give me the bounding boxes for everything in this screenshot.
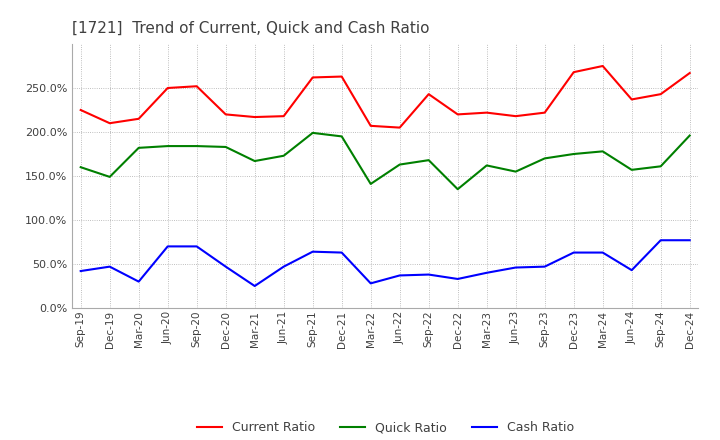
- Quick Ratio: [163, 143, 172, 149]
- Quick Ratio: [192, 143, 201, 149]
- Current Ratio: [192, 84, 201, 89]
- Line: Quick Ratio: Quick Ratio: [81, 133, 690, 189]
- Quick Ratio: [541, 156, 549, 161]
- Cash Ratio: [192, 244, 201, 249]
- Cash Ratio: [627, 268, 636, 273]
- Cash Ratio: [454, 276, 462, 282]
- Cash Ratio: [163, 244, 172, 249]
- Current Ratio: [482, 110, 491, 115]
- Quick Ratio: [454, 187, 462, 192]
- Cash Ratio: [482, 270, 491, 275]
- Current Ratio: [541, 110, 549, 115]
- Current Ratio: [570, 70, 578, 75]
- Current Ratio: [598, 63, 607, 69]
- Current Ratio: [657, 92, 665, 97]
- Current Ratio: [511, 114, 520, 119]
- Current Ratio: [308, 75, 317, 80]
- Current Ratio: [338, 74, 346, 79]
- Text: [1721]  Trend of Current, Quick and Cash Ratio: [1721] Trend of Current, Quick and Cash …: [72, 21, 430, 36]
- Current Ratio: [685, 70, 694, 76]
- Current Ratio: [279, 114, 288, 119]
- Quick Ratio: [627, 167, 636, 172]
- Current Ratio: [251, 114, 259, 120]
- Quick Ratio: [135, 145, 143, 150]
- Cash Ratio: [251, 283, 259, 289]
- Cash Ratio: [598, 250, 607, 255]
- Cash Ratio: [366, 281, 375, 286]
- Quick Ratio: [482, 163, 491, 168]
- Current Ratio: [221, 112, 230, 117]
- Cash Ratio: [338, 250, 346, 255]
- Cash Ratio: [135, 279, 143, 284]
- Cash Ratio: [570, 250, 578, 255]
- Current Ratio: [454, 112, 462, 117]
- Quick Ratio: [657, 164, 665, 169]
- Current Ratio: [76, 107, 85, 113]
- Legend: Current Ratio, Quick Ratio, Cash Ratio: Current Ratio, Quick Ratio, Cash Ratio: [192, 416, 579, 439]
- Quick Ratio: [570, 151, 578, 157]
- Current Ratio: [163, 85, 172, 91]
- Cash Ratio: [221, 264, 230, 269]
- Quick Ratio: [685, 133, 694, 138]
- Current Ratio: [627, 97, 636, 102]
- Cash Ratio: [657, 238, 665, 243]
- Current Ratio: [135, 116, 143, 121]
- Cash Ratio: [424, 272, 433, 277]
- Cash Ratio: [308, 249, 317, 254]
- Cash Ratio: [685, 238, 694, 243]
- Quick Ratio: [308, 130, 317, 136]
- Cash Ratio: [395, 273, 404, 278]
- Cash Ratio: [105, 264, 114, 269]
- Current Ratio: [105, 121, 114, 126]
- Cash Ratio: [511, 265, 520, 270]
- Quick Ratio: [251, 158, 259, 164]
- Quick Ratio: [279, 153, 288, 158]
- Cash Ratio: [76, 268, 85, 274]
- Cash Ratio: [541, 264, 549, 269]
- Current Ratio: [366, 123, 375, 128]
- Current Ratio: [424, 92, 433, 97]
- Cash Ratio: [279, 264, 288, 269]
- Quick Ratio: [511, 169, 520, 174]
- Quick Ratio: [76, 165, 85, 170]
- Current Ratio: [395, 125, 404, 130]
- Quick Ratio: [598, 149, 607, 154]
- Line: Cash Ratio: Cash Ratio: [81, 240, 690, 286]
- Quick Ratio: [338, 134, 346, 139]
- Quick Ratio: [105, 174, 114, 180]
- Quick Ratio: [366, 181, 375, 187]
- Line: Current Ratio: Current Ratio: [81, 66, 690, 128]
- Quick Ratio: [221, 144, 230, 150]
- Quick Ratio: [395, 162, 404, 167]
- Quick Ratio: [424, 158, 433, 163]
